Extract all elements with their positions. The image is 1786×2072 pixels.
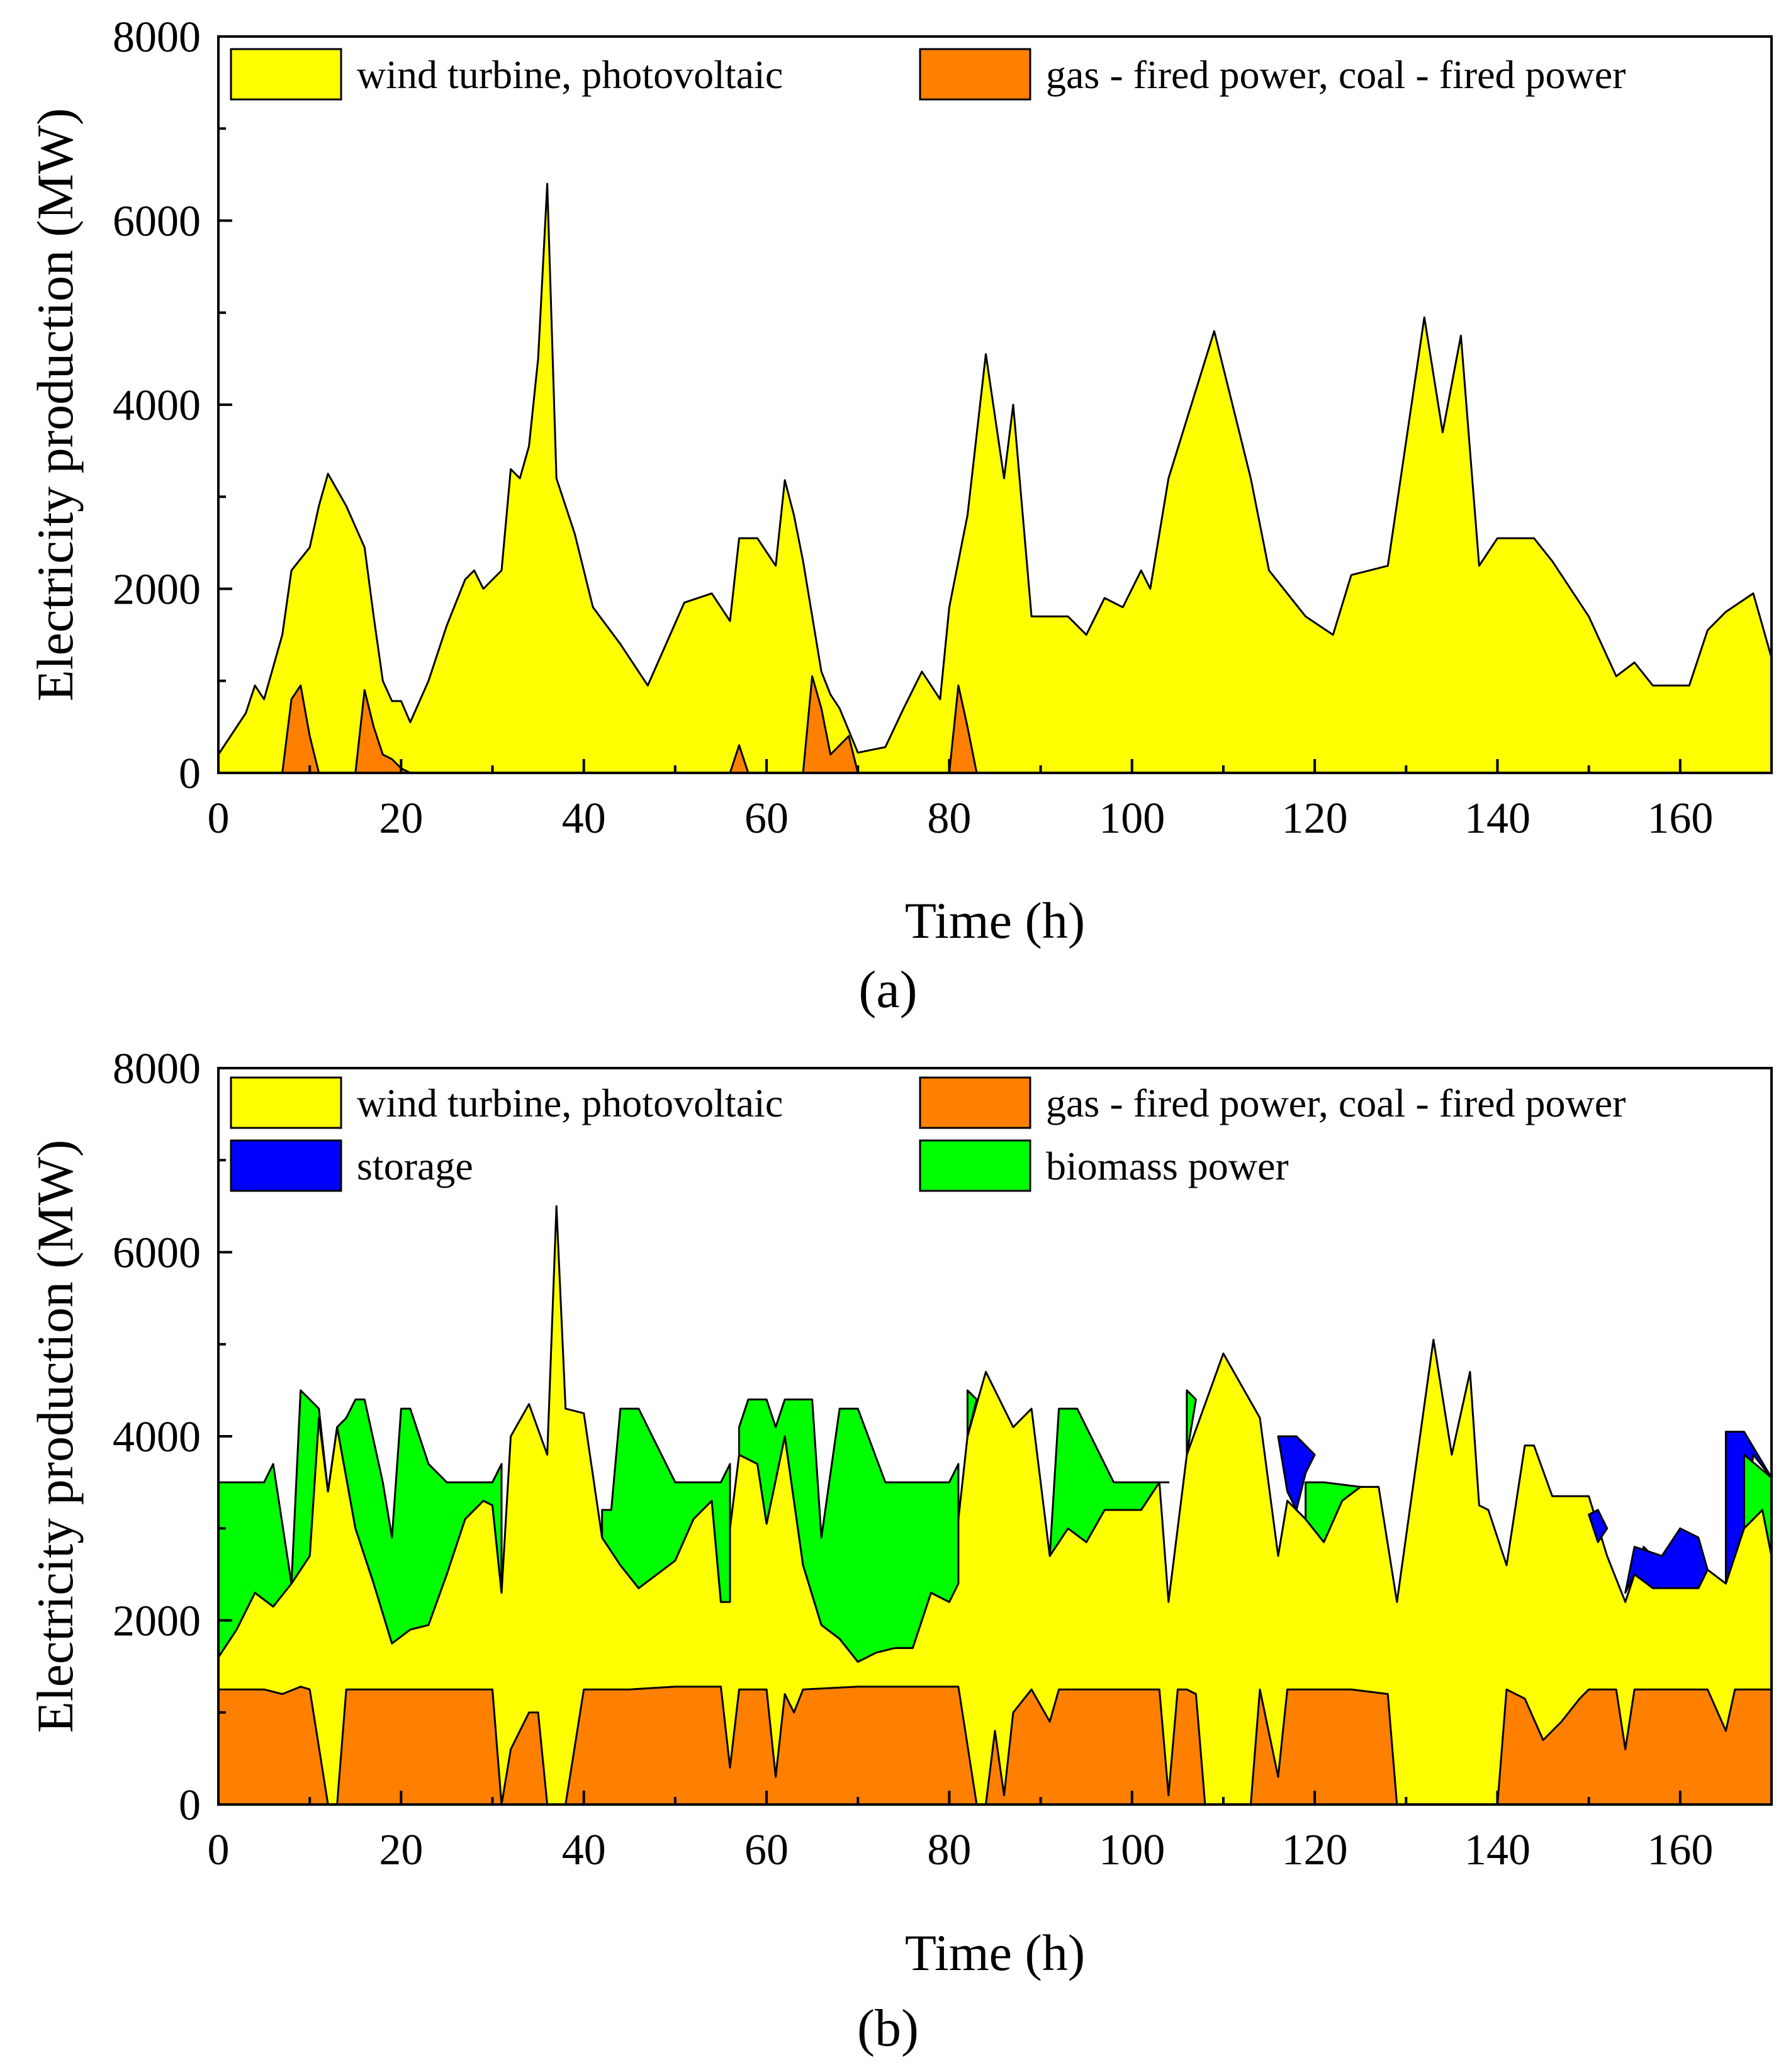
legend-swatch-wind-turbine-photovoltaic: [230, 48, 342, 101]
x-tick-label: 60: [744, 1826, 789, 1874]
y-tick-label: 2000: [113, 1597, 201, 1646]
x-tick-label: 0: [208, 1826, 230, 1874]
y-tick-label: 0: [179, 1781, 201, 1830]
x-tick-label: 120: [1282, 794, 1348, 843]
y-tick-label: 4000: [113, 381, 201, 430]
legend-swatch-gas-fired-power-coal-fired-power: [919, 1076, 1031, 1129]
series-area-storage: [1277, 1431, 1773, 1594]
x-tick-label: 40: [562, 794, 606, 843]
x-tick-label: 20: [379, 794, 423, 843]
series-area-wind-turbine-photovoltaic: [217, 183, 1773, 774]
legend-swatch-biomass-power: [919, 1139, 1031, 1192]
chart-panel-b: 0 20 40 60 80 100 120 140 160 0 2000 4000 6000 8000 w…: [26, 1045, 1773, 2058]
legend-label-wind-turbine-photovoltaic: wind turbine, photovoltaic: [357, 52, 783, 97]
legend-swatch-wind-turbine-photovoltaic: [230, 1076, 342, 1129]
y-tick-label: 4000: [113, 1413, 201, 1461]
y-axis-title: Electricity production (MW): [26, 108, 84, 702]
x-axis-title: Time (h): [905, 1924, 1085, 1981]
legend: wind turbine, photovoltaic gas - fired po…: [230, 48, 1626, 101]
x-tick-label: 80: [927, 1826, 971, 1874]
series-area-gas-fired-power-coal-fired-power: [281, 675, 978, 774]
legend-label-gas-fired-power-coal-fired-power: gas - fired power, coal - fired power: [1046, 52, 1626, 97]
x-tick-label: 60: [744, 794, 789, 843]
panel-label: (a): [858, 960, 917, 1019]
x-tick-label: 40: [562, 1826, 606, 1874]
legend-label-wind-turbine-photovoltaic: wind turbine, photovoltaic: [357, 1081, 783, 1125]
y-tick-label: 6000: [113, 198, 201, 246]
x-tick-label: 160: [1647, 794, 1713, 843]
y-tick-label: 0: [179, 750, 201, 798]
legend-swatch-gas-fired-power-coal-fired-power: [919, 48, 1031, 101]
x-tick-label: 80: [927, 794, 971, 843]
axis-ticks: 0 20 40 60 80 100 120 140 160 0 2000 4000 6000 8000: [113, 1045, 1713, 1874]
legend-label-storage: storage: [357, 1144, 473, 1188]
plot-areas: [217, 183, 1773, 774]
axis-ticks: 0 20 40 60 80 100 120 140 160 0 2000 4000 6000 8000: [113, 13, 1713, 843]
y-tick-label: 6000: [113, 1229, 201, 1278]
y-axis-title: Electricity production (MW): [26, 1140, 84, 1733]
series-area-biomass-power: [217, 1389, 1773, 1663]
x-tick-label: 140: [1464, 1826, 1530, 1874]
x-tick-label: 160: [1647, 1826, 1713, 1874]
x-tick-label: 100: [1099, 1826, 1165, 1874]
legend-swatch-storage: [230, 1139, 342, 1192]
y-tick-label: 2000: [113, 566, 201, 614]
plot-areas: [217, 1205, 1773, 1806]
x-axis-title: Time (h): [905, 892, 1085, 949]
x-tick-label: 120: [1282, 1826, 1348, 1874]
panel-label: (b): [857, 1999, 919, 2058]
chart-panel-a: 0 20 40 60 80 100 120 140 160 0 2000 4000 6000 8000 w…: [26, 13, 1773, 1019]
y-tick-label: 8000: [113, 13, 201, 62]
legend: wind turbine, photovoltaic gas - fired po…: [230, 1076, 1626, 1192]
x-tick-label: 100: [1099, 794, 1165, 843]
series-area-gas-fired-power-coal-fired-power: [217, 1686, 1773, 1806]
x-tick-label: 140: [1464, 794, 1530, 843]
x-tick-label: 0: [208, 794, 230, 843]
x-tick-label: 20: [379, 1826, 423, 1874]
legend-label-biomass-power: biomass power: [1046, 1144, 1289, 1188]
legend-label-gas-fired-power-coal-fired-power: gas - fired power, coal - fired power: [1046, 1081, 1626, 1125]
y-tick-label: 8000: [113, 1045, 201, 1093]
